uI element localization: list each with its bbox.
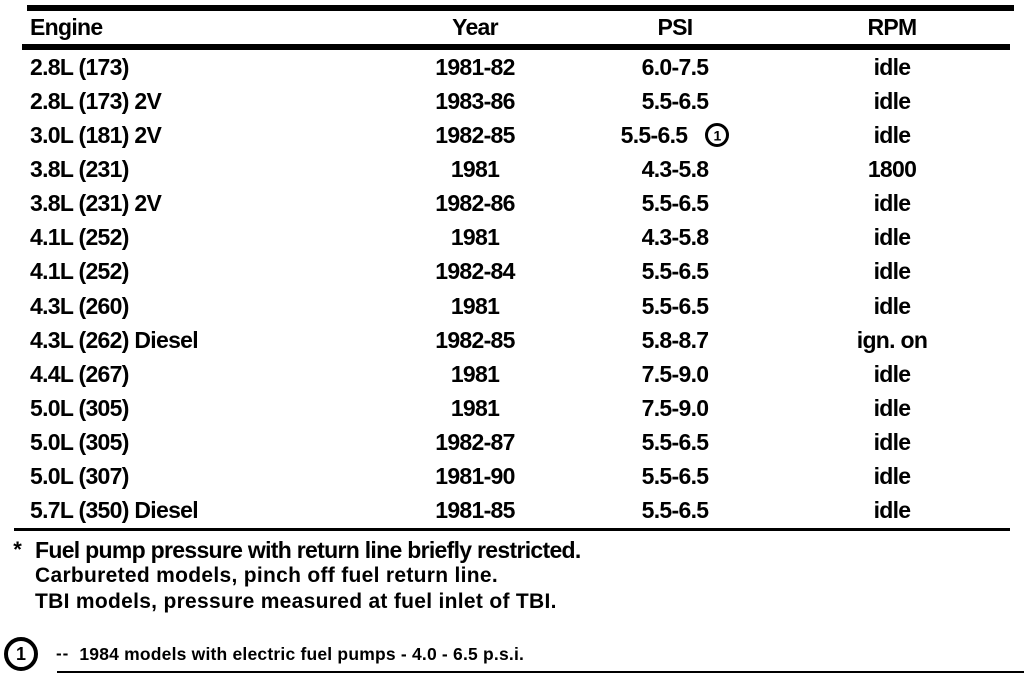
table-row: 5.0L (305) 1981 7.5-9.0 idle <box>0 391 1024 425</box>
table-body: 2.8L (173) 1981-82 6.0-7.5 idle 2.8L (17… <box>0 50 1024 528</box>
psi-cell: 5.5-6.5 <box>641 258 709 285</box>
table-row: 3.8L (231) 2V 1982-86 5.5-6.5 idle <box>0 187 1024 221</box>
asterisk-symbol: * <box>13 537 22 562</box>
year-cell: 1982-85 <box>435 121 515 148</box>
psi-cell: 5.5-6.5 <box>641 429 709 456</box>
column-header-psi: PSI <box>657 13 694 40</box>
rpm-cell: idle <box>873 224 912 251</box>
footnote-line: Carbureted models, pinch off fuel return… <box>35 564 499 587</box>
rpm-cell: idle <box>873 292 912 319</box>
psi-cell: 7.5-9.0 <box>641 360 709 387</box>
engine-cell: 3.0L (181) 2V <box>30 121 162 148</box>
year-cell: 1981-85 <box>435 497 515 524</box>
engine-cell: 2.8L (173) <box>30 53 129 80</box>
footnote-line: Fuel pump pressure with return line brie… <box>35 537 581 563</box>
table-row: 4.1L (252) 1982-84 5.5-6.5 idle <box>0 255 1024 289</box>
rpm-cell: idle <box>873 258 912 285</box>
year-cell: 1982-85 <box>435 326 515 353</box>
psi-cell: 4.3-5.8 <box>641 155 709 182</box>
table-top-rule <box>27 5 1014 11</box>
engine-cell: 2.8L (173) 2V <box>30 87 162 114</box>
year-cell: 1981 <box>450 292 500 319</box>
psi-cell: 7.5-9.0 <box>641 394 709 421</box>
rpm-cell: idle <box>873 121 912 148</box>
table-row: 5.7L (350) Diesel 1981-85 5.5-6.5 idle <box>0 494 1024 528</box>
table-row: 4.3L (262) Diesel 1982-85 5.8-8.7 ign. o… <box>0 323 1024 357</box>
table-bottom-rule <box>14 528 1010 531</box>
column-header-year: Year <box>452 13 499 40</box>
year-cell: 1981 <box>450 155 500 182</box>
psi-cell: 5.8-8.7 <box>641 326 709 353</box>
engine-cell: 5.7L (350) Diesel <box>30 497 199 524</box>
table-row: 4.4L (267) 1981 7.5-9.0 idle <box>0 357 1024 391</box>
table-row: 5.0L (307) 1981-90 5.5-6.5 idle <box>0 460 1024 494</box>
circled-1-footnote: 1 -- 1984 models with electric fuel pump… <box>4 637 524 671</box>
rpm-cell: ign. on <box>856 326 928 353</box>
engine-cell: 5.0L (305) <box>30 394 129 421</box>
year-cell: 1982-86 <box>435 190 515 217</box>
table-row: 3.8L (231) 1981 4.3-5.8 1800 <box>0 152 1024 186</box>
circled-1-icon: 1 <box>4 637 38 671</box>
rpm-cell: idle <box>873 497 912 524</box>
year-cell: 1982-87 <box>435 429 515 456</box>
rpm-cell: idle <box>873 87 912 114</box>
engine-cell: 3.8L (231) 2V <box>30 190 162 217</box>
rpm-cell: idle <box>873 360 912 387</box>
column-header-engine: Engine <box>30 13 103 40</box>
engine-cell: 4.3L (262) Diesel <box>30 326 199 353</box>
footnote-line: TBI models, pressure measured at fuel in… <box>35 590 557 613</box>
year-cell: 1981 <box>450 360 500 387</box>
engine-cell: 4.3L (260) <box>30 292 129 319</box>
year-cell: 1983-86 <box>435 87 515 114</box>
year-cell: 1982-84 <box>435 258 515 285</box>
psi-cell: 5.5-6.5 1 <box>590 121 760 148</box>
psi-cell: 5.5-6.5 <box>641 190 709 217</box>
rpm-cell: idle <box>873 463 912 490</box>
rpm-cell: 1800 <box>867 155 917 182</box>
table-row: 2.8L (173) 1981-82 6.0-7.5 idle <box>0 50 1024 84</box>
footnote-dashes: -- <box>56 644 70 663</box>
table-header-rule <box>22 44 1010 50</box>
psi-cell: 5.5-6.5 <box>641 463 709 490</box>
psi-cell: 6.0-7.5 <box>641 53 709 80</box>
table-row: 2.8L (173) 2V 1983-86 5.5-6.5 idle <box>0 84 1024 118</box>
table-row: 5.0L (305) 1982-87 5.5-6.5 idle <box>0 426 1024 460</box>
asterisk-footnote: * Fuel pump pressure with return line br… <box>0 537 1024 615</box>
psi-cell: 5.5-6.5 <box>641 87 709 114</box>
psi-cell: 5.5-6.5 <box>641 292 709 319</box>
rpm-cell: idle <box>873 429 912 456</box>
table-row: 4.1L (252) 1981 4.3-5.8 idle <box>0 221 1024 255</box>
column-header-rpm: RPM <box>867 13 917 40</box>
engine-cell: 5.0L (307) <box>30 463 129 490</box>
engine-cell: 3.8L (231) <box>30 155 129 182</box>
rpm-cell: idle <box>873 190 912 217</box>
psi-cell: 5.5-6.5 <box>641 497 709 524</box>
table-row: 3.0L (181) 2V 1982-85 5.5-6.5 1 idle <box>0 118 1024 152</box>
year-cell: 1981-90 <box>435 463 515 490</box>
footnote-text: 1984 models with electric fuel pumps - 4… <box>79 643 525 664</box>
circled-1-footnote-marker: 1 <box>705 123 730 148</box>
rpm-cell: idle <box>873 53 912 80</box>
engine-cell: 4.4L (267) <box>30 360 129 387</box>
psi-value: 5.5-6.5 <box>620 121 688 148</box>
table-header-row: Engine Year PSI RPM <box>0 10 1024 44</box>
page-bottom-rule <box>57 671 1024 673</box>
engine-cell: 4.1L (252) <box>30 258 129 285</box>
asterisk-footnote-lines: Fuel pump pressure with return line brie… <box>35 537 1024 615</box>
engine-cell: 4.1L (252) <box>30 224 129 251</box>
engine-cell: 5.0L (305) <box>30 429 129 456</box>
year-cell: 1981-82 <box>435 53 515 80</box>
year-cell: 1981 <box>450 394 500 421</box>
year-cell: 1981 <box>450 224 500 251</box>
rpm-cell: idle <box>873 394 912 421</box>
psi-cell: 4.3-5.8 <box>641 224 709 251</box>
table-row: 4.3L (260) 1981 5.5-6.5 idle <box>0 289 1024 323</box>
